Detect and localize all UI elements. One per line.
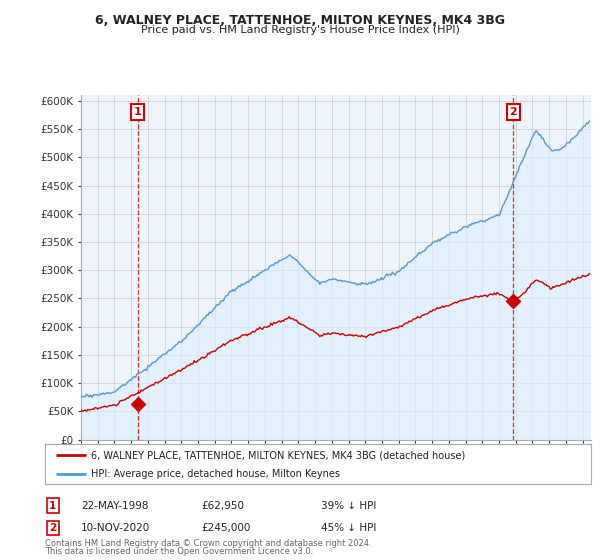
- Text: 6, WALNEY PLACE, TATTENHOE, MILTON KEYNES, MK4 3BG (detached house): 6, WALNEY PLACE, TATTENHOE, MILTON KEYNE…: [91, 450, 466, 460]
- Text: HPI: Average price, detached house, Milton Keynes: HPI: Average price, detached house, Milt…: [91, 469, 340, 479]
- Text: 2: 2: [509, 108, 517, 117]
- Text: 1: 1: [134, 108, 142, 117]
- Text: 39% ↓ HPI: 39% ↓ HPI: [321, 501, 376, 511]
- Text: 6, WALNEY PLACE, TATTENHOE, MILTON KEYNES, MK4 3BG: 6, WALNEY PLACE, TATTENHOE, MILTON KEYNE…: [95, 14, 505, 27]
- Text: Price paid vs. HM Land Registry's House Price Index (HPI): Price paid vs. HM Land Registry's House …: [140, 25, 460, 35]
- Text: This data is licensed under the Open Government Licence v3.0.: This data is licensed under the Open Gov…: [45, 547, 313, 556]
- Text: 10-NOV-2020: 10-NOV-2020: [81, 523, 150, 533]
- Text: 2: 2: [49, 523, 56, 533]
- Text: Contains HM Land Registry data © Crown copyright and database right 2024.: Contains HM Land Registry data © Crown c…: [45, 539, 371, 548]
- Text: 1: 1: [49, 501, 56, 511]
- Text: £245,000: £245,000: [201, 523, 250, 533]
- Text: 22-MAY-1998: 22-MAY-1998: [81, 501, 149, 511]
- Text: 45% ↓ HPI: 45% ↓ HPI: [321, 523, 376, 533]
- Text: £62,950: £62,950: [201, 501, 244, 511]
